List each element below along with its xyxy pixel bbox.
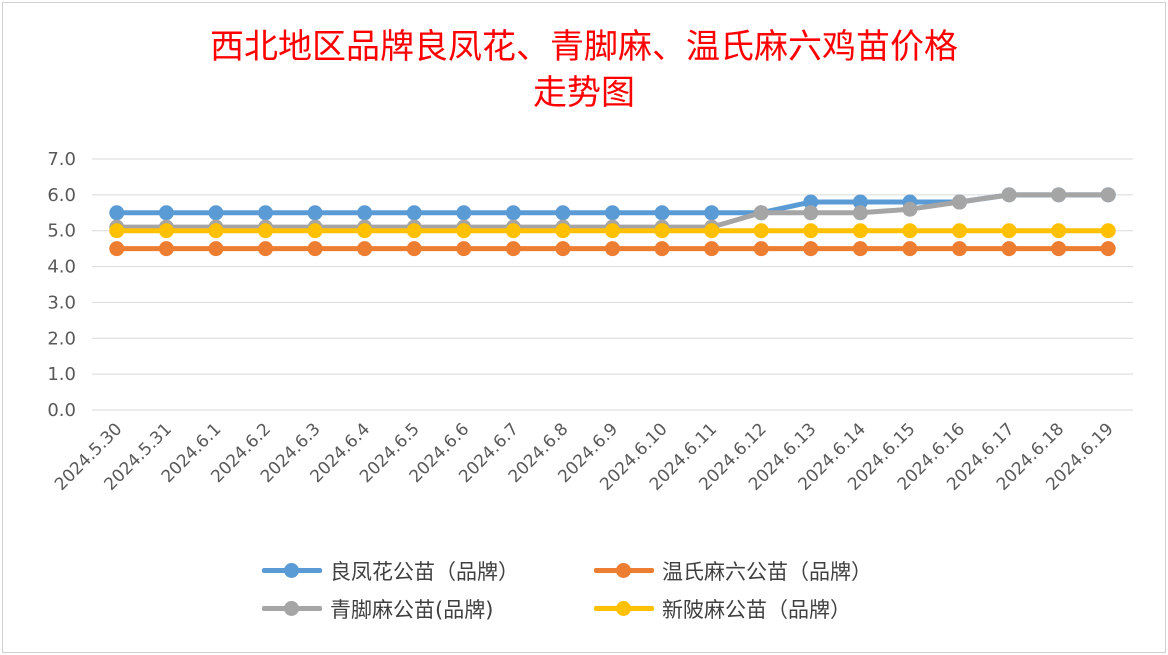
data-point [1100, 187, 1116, 203]
data-point [852, 205, 868, 221]
data-point [1100, 223, 1116, 239]
data-point [1001, 241, 1017, 257]
data-point [109, 205, 125, 221]
data-point [555, 241, 571, 257]
legend-label: 青脚麻公苗(品牌) [330, 598, 494, 622]
data-point [258, 241, 273, 257]
data-point [852, 241, 868, 257]
data-point [208, 205, 224, 221]
data-point [654, 241, 670, 257]
data-point [357, 223, 373, 239]
data-point [258, 223, 273, 239]
chart-title: 西北地区品牌良凤花、青脚麻、温氏麻六鸡苗价格 走势图 [0, 24, 1168, 116]
data-point [852, 223, 868, 239]
data-point [505, 223, 521, 239]
data-point [1001, 187, 1017, 203]
data-point [406, 205, 422, 221]
data-point [208, 223, 224, 239]
y-tick-label: 2.0 [47, 328, 76, 349]
data-point [1051, 223, 1067, 239]
data-point [109, 223, 125, 239]
data-point [753, 241, 769, 257]
data-point [753, 205, 769, 221]
data-point [753, 223, 769, 239]
legend-item: 良凤花公苗（品牌） [262, 556, 519, 586]
series-3 [109, 223, 1116, 239]
data-point [803, 205, 819, 221]
data-point [357, 205, 373, 221]
data-point [1100, 241, 1116, 257]
legend-swatch [594, 594, 654, 624]
legend-label: 新陂麻公苗（品牌） [662, 598, 851, 622]
data-point [952, 194, 967, 210]
data-point [158, 223, 174, 239]
y-tick-label: 1.0 [47, 364, 76, 385]
data-point [803, 241, 819, 257]
data-point [803, 194, 819, 210]
data-point [1051, 187, 1067, 203]
legend-swatch [262, 556, 322, 586]
data-point [902, 241, 918, 257]
legend-swatch [262, 594, 322, 624]
data-point [902, 223, 918, 239]
data-point [654, 223, 670, 239]
data-point [555, 223, 571, 239]
data-point [406, 223, 422, 239]
legend-item: 青脚麻公苗(品牌) [262, 594, 493, 624]
chart-title-line1: 西北地区品牌良凤花、青脚麻、温氏麻六鸡苗价格 [210, 27, 958, 67]
legend-item: 温氏麻六公苗（品牌） [594, 556, 872, 586]
data-point [109, 241, 125, 257]
data-point [456, 223, 472, 239]
data-point [952, 223, 967, 239]
data-point [1001, 223, 1017, 239]
legend: 良凤花公苗（品牌） 温氏麻六公苗（品牌） 青脚麻公苗(品牌) 新陂麻公苗（品牌） [0, 548, 1168, 638]
data-point [307, 241, 323, 257]
data-point [158, 241, 174, 257]
data-point [803, 223, 819, 239]
series-1 [109, 241, 1116, 257]
legend-label: 温氏麻六公苗（品牌） [662, 560, 872, 584]
data-point [456, 205, 472, 221]
data-point [952, 241, 967, 257]
data-point [704, 205, 720, 221]
data-point [208, 241, 224, 257]
data-point [158, 205, 174, 221]
y-tick-label: 6.0 [47, 185, 76, 206]
data-point [605, 205, 620, 221]
data-point [357, 241, 373, 257]
legend-swatch [594, 556, 654, 586]
data-point [555, 205, 571, 221]
data-point [307, 223, 323, 239]
y-tick-label: 7.0 [47, 149, 76, 170]
data-point [704, 223, 720, 239]
data-point [1051, 241, 1067, 257]
data-point [258, 205, 273, 221]
data-point [654, 205, 670, 221]
data-point [505, 241, 521, 257]
legend-label: 良凤花公苗（品牌） [330, 560, 519, 584]
data-point [704, 241, 720, 257]
y-tick-label: 5.0 [47, 221, 76, 242]
data-point [406, 241, 422, 257]
y-tick-label: 0.0 [47, 400, 76, 421]
y-tick-label: 4.0 [47, 257, 76, 278]
data-point [902, 201, 918, 217]
legend-item: 新陂麻公苗（品牌） [594, 594, 851, 624]
chart-title-line2: 走势图 [533, 73, 635, 113]
data-point [307, 205, 323, 221]
data-point [605, 241, 620, 257]
data-point [456, 241, 472, 257]
data-point [605, 223, 620, 239]
data-point [505, 205, 521, 221]
y-tick-label: 3.0 [47, 292, 76, 313]
data-point [852, 194, 868, 210]
